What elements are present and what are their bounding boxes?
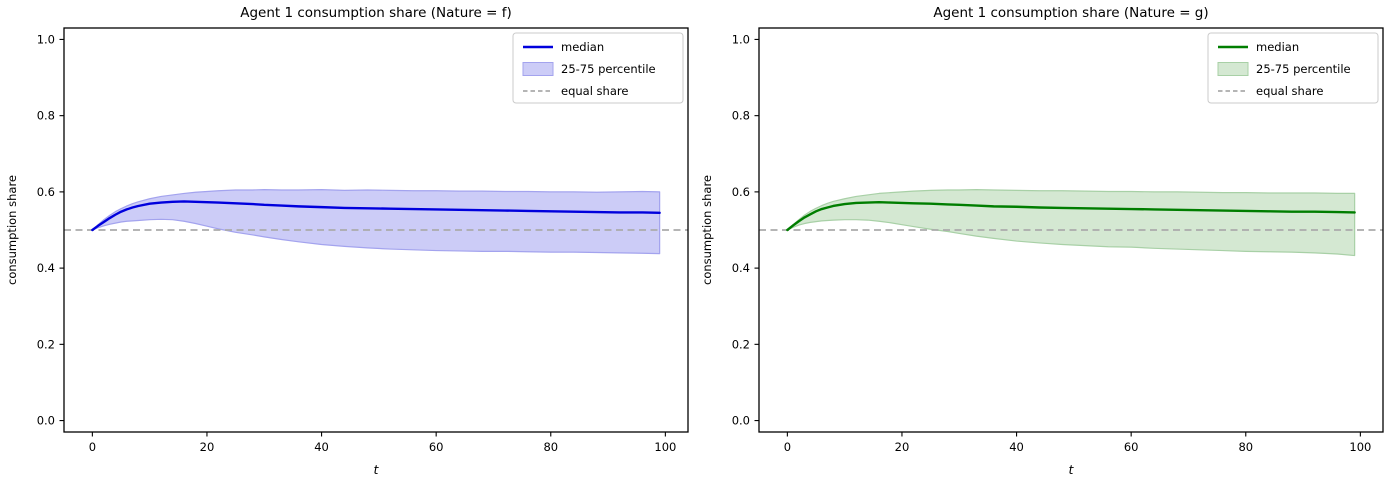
legend-patch-swatch (522, 62, 554, 76)
percentile-band (91, 189, 661, 255)
x-tick-label: 100 (1349, 440, 1371, 454)
chart-nature-g: 0 20 40 60 80 100 0.0 0.2 0.4 0.6 0.8 1.0 Agent 1 co… (695, 0, 1390, 490)
legend-label: equal share (1256, 84, 1323, 98)
x-tick-label: 40 (1009, 440, 1024, 454)
legend-label: equal share (561, 84, 628, 98)
x-axis-label: t (374, 462, 380, 477)
y-tick-label: 0.0 (37, 414, 55, 428)
median-line (786, 200, 1356, 232)
x-tick-label: 0 (784, 440, 791, 454)
legend-label: median (1256, 40, 1299, 54)
legend: median 25-75 percentile equal share (512, 32, 684, 104)
x-tick-label: 60 (1124, 440, 1139, 454)
y-tick-label: 0.4 (732, 261, 750, 275)
median-line (91, 200, 661, 232)
x-axis-label: t (1069, 462, 1075, 477)
y-axis-label: consumption share (5, 175, 19, 285)
y-axis-label: consumption share (700, 175, 714, 285)
y-tick-label: 0.6 (37, 185, 55, 199)
x-tick-label: 100 (654, 440, 676, 454)
y-tick-label: 1.0 (37, 32, 55, 46)
percentile-band (786, 189, 1356, 257)
legend-box (1207, 32, 1379, 104)
y-tick-label: 1.0 (732, 32, 750, 46)
y-tick-label: 0.4 (37, 261, 55, 275)
x-tick-label: 80 (543, 440, 558, 454)
y-tick-label: 0.8 (732, 109, 750, 123)
y-tick-label: 0.0 (732, 414, 750, 428)
chart-nature-f: 0 20 40 60 80 100 0.0 0.2 0.4 0.6 0.8 1.0 Agent 1 co… (5, 5, 689, 477)
legend-patch-swatch (1217, 62, 1249, 76)
chart-title: Agent 1 consumption share (Nature = g) (933, 5, 1208, 21)
legend-box (512, 32, 684, 104)
x-tick-label: 60 (429, 440, 444, 454)
x-tick-label: 80 (1238, 440, 1253, 454)
chart-nature-g-svg: 0 20 40 60 80 100 0.0 0.2 0.4 0.6 0.8 1.0 Agent 1 co… (700, 5, 1384, 477)
y-tick-label: 0.6 (732, 185, 750, 199)
x-tick-label: 0 (89, 440, 96, 454)
legend-label: 25-75 percentile (1256, 62, 1351, 76)
y-tick-label: 0.2 (732, 337, 750, 351)
legend-label: median (561, 40, 604, 54)
y-tick-label: 0.8 (37, 109, 55, 123)
chart-nature-f-svg: 0 20 40 60 80 100 0.0 0.2 0.4 0.6 0.8 1.0 Agent 1 co… (5, 5, 689, 477)
axes-spines (758, 27, 1384, 433)
legend: median 25-75 percentile equal share (1207, 32, 1379, 104)
x-tick-label: 20 (895, 440, 910, 454)
axes-spines (63, 27, 689, 433)
legend-label: 25-75 percentile (561, 62, 656, 76)
x-tick-label: 20 (200, 440, 215, 454)
y-tick-label: 0.2 (37, 337, 55, 351)
x-tick-label: 40 (314, 440, 329, 454)
chart-title: Agent 1 consumption share (Nature = f) (240, 5, 512, 21)
